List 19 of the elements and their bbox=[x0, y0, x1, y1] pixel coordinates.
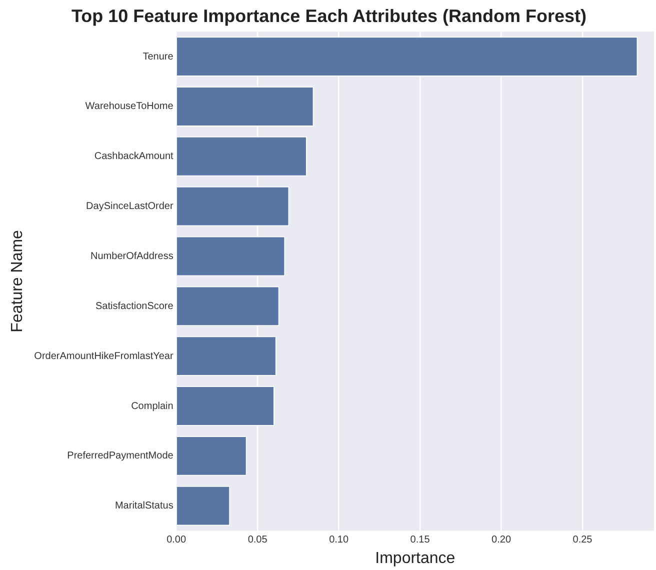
y-tick-label: CashbackAmount bbox=[94, 151, 174, 162]
y-tick-label: WarehouseToHome bbox=[85, 101, 174, 112]
x-tick-label: 0.00 bbox=[166, 534, 186, 546]
x-tick-label: 0.15 bbox=[410, 534, 430, 546]
y-tick-label: SatisfactionScore bbox=[96, 300, 174, 312]
y-tick-label: Tenure bbox=[142, 51, 174, 62]
y-tick-label: NumberOfAddress bbox=[90, 250, 174, 262]
chart-title: Top 10 Feature Importance Each Attributes (Random Forest) bbox=[71, 6, 587, 26]
y-axis-title: Feature Name bbox=[9, 230, 26, 332]
y-tick-label: MaritalStatus bbox=[114, 500, 174, 512]
y-tick-label: OrderAmountHikeFromlastYear bbox=[34, 350, 174, 362]
y-tick-label: DaySinceLastOrder bbox=[86, 201, 174, 212]
y-tick-label: Complain bbox=[131, 400, 174, 412]
x-tick-label: 0.25 bbox=[572, 534, 593, 546]
y-tick-label: PreferredPaymentMode bbox=[67, 450, 174, 462]
x-tick-label: 0.05 bbox=[248, 534, 268, 546]
x-axis-title: Importance bbox=[375, 550, 456, 567]
x-tick-label: 0.10 bbox=[329, 534, 349, 546]
x-tick-label: 0.20 bbox=[492, 534, 512, 546]
